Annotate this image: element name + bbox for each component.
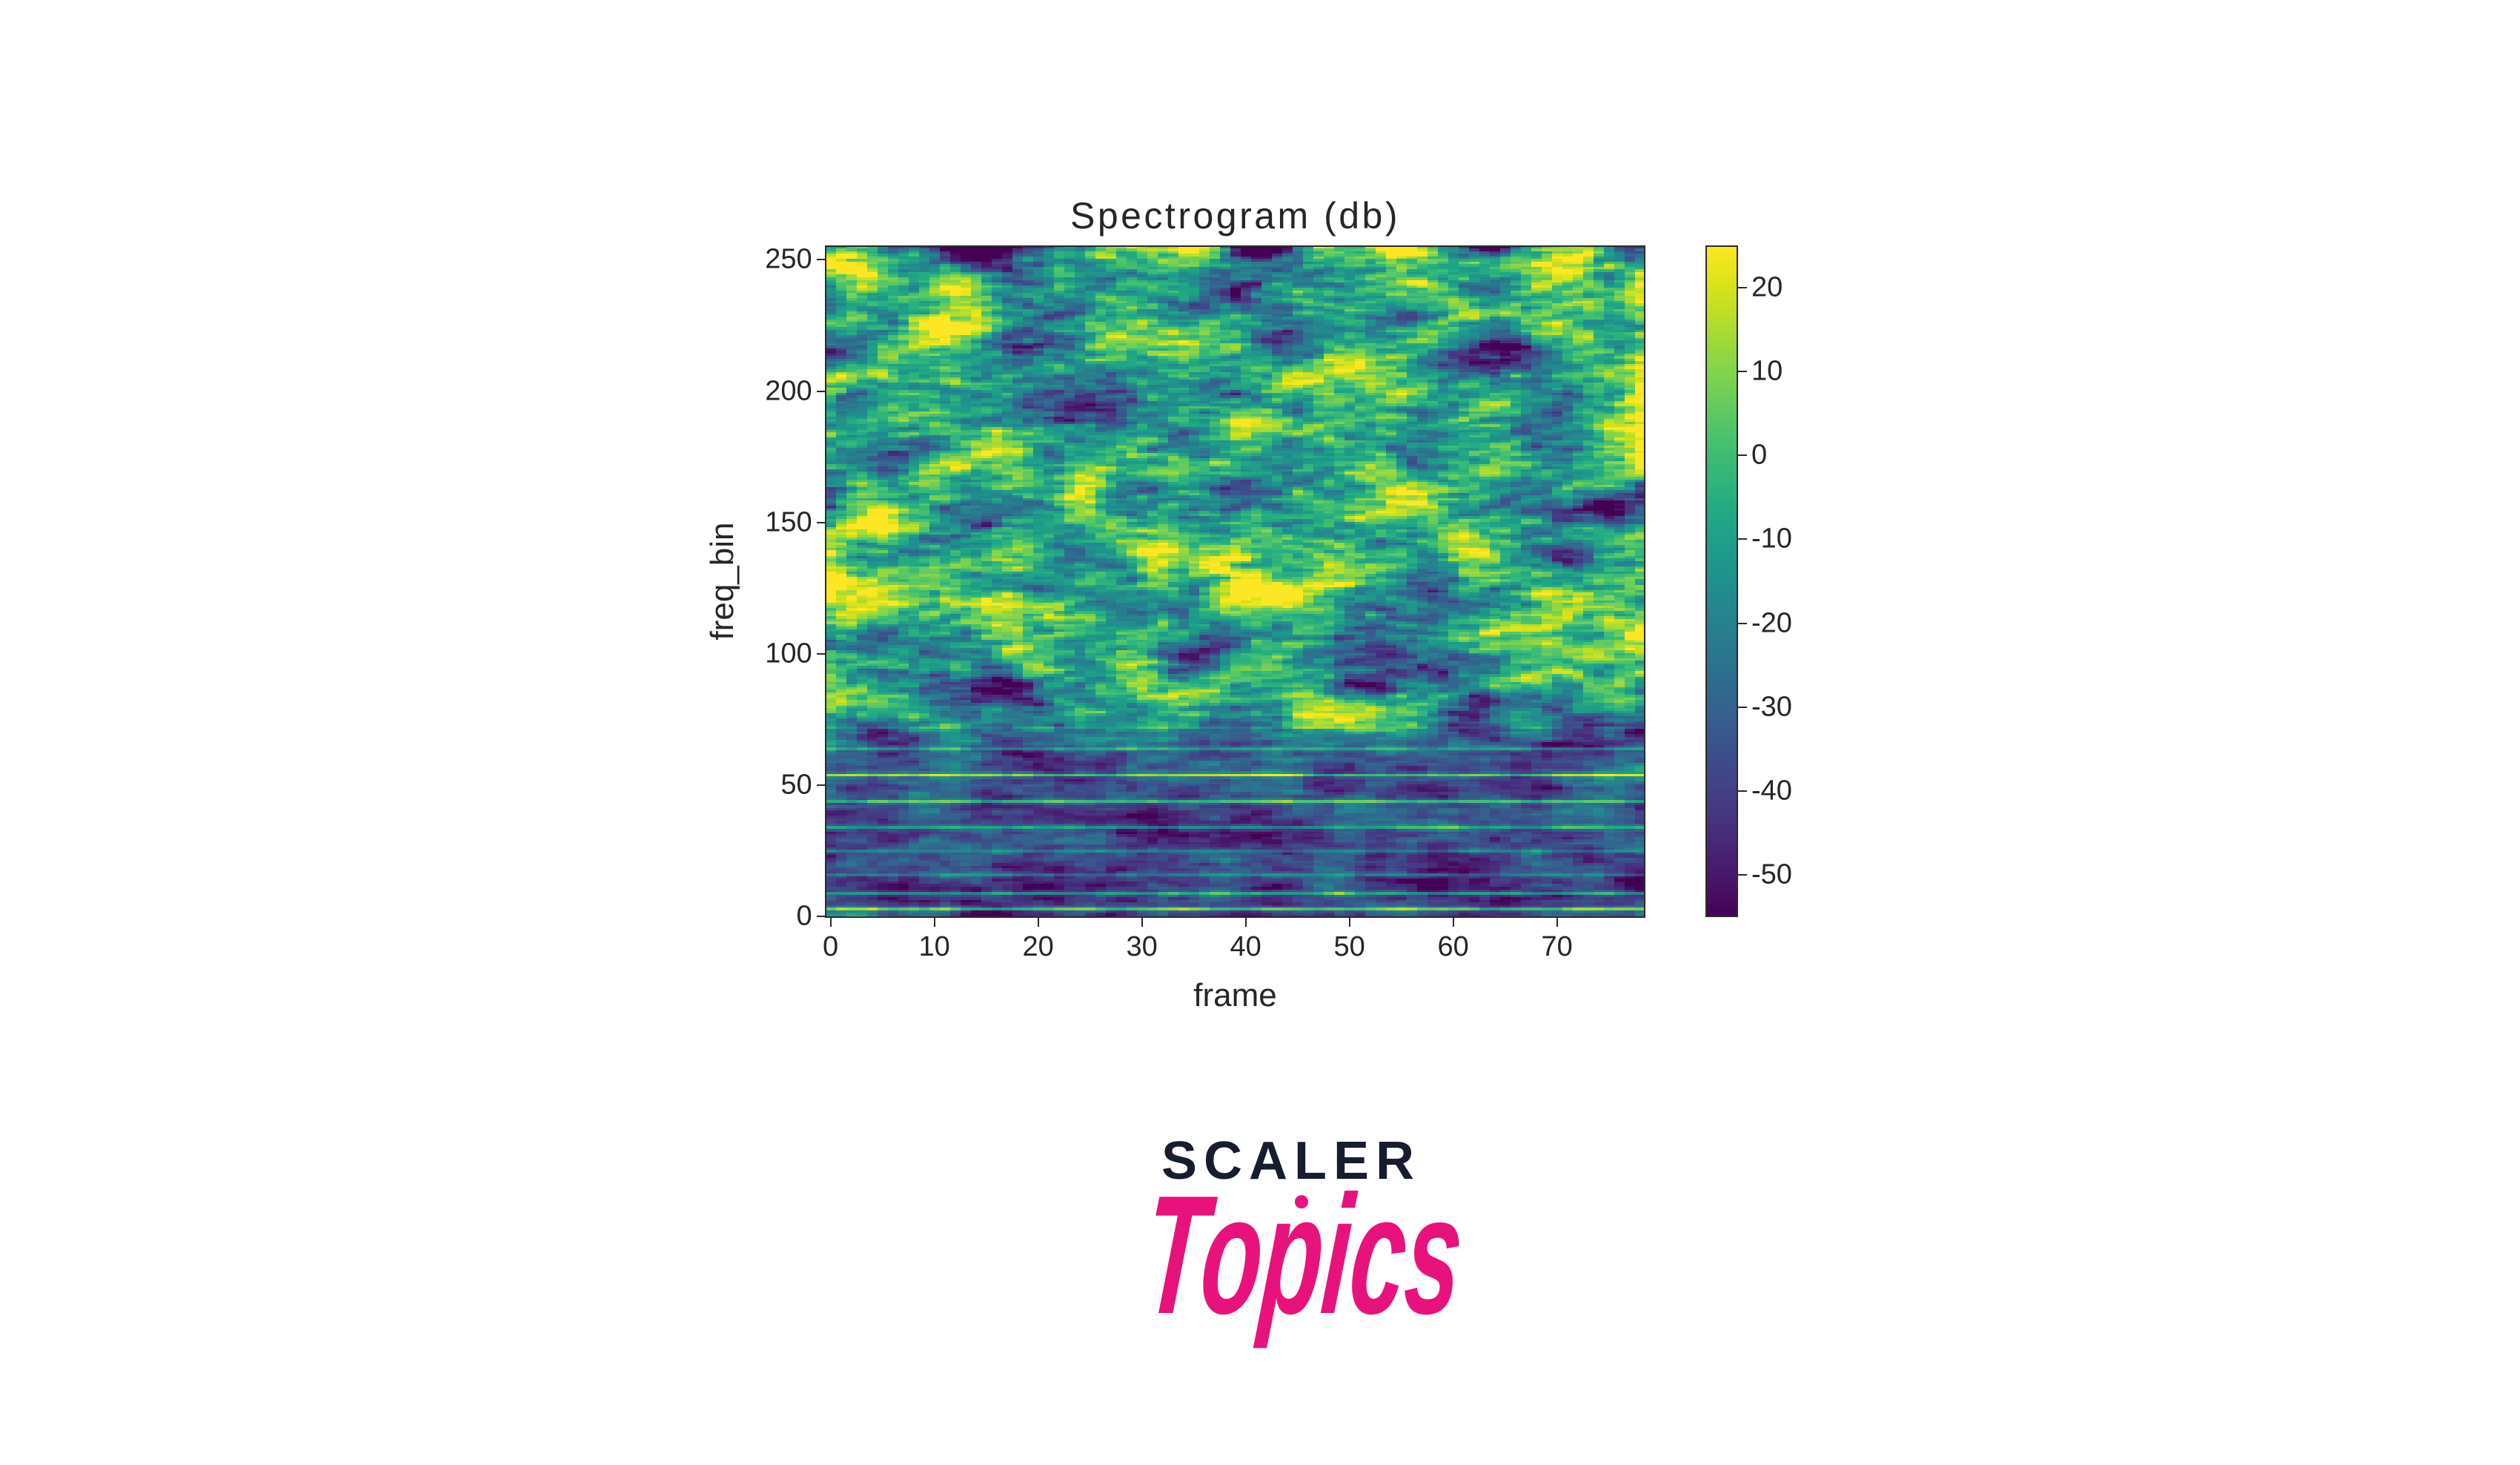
svg-text:Topics: Topics [1138, 1160, 1470, 1349]
